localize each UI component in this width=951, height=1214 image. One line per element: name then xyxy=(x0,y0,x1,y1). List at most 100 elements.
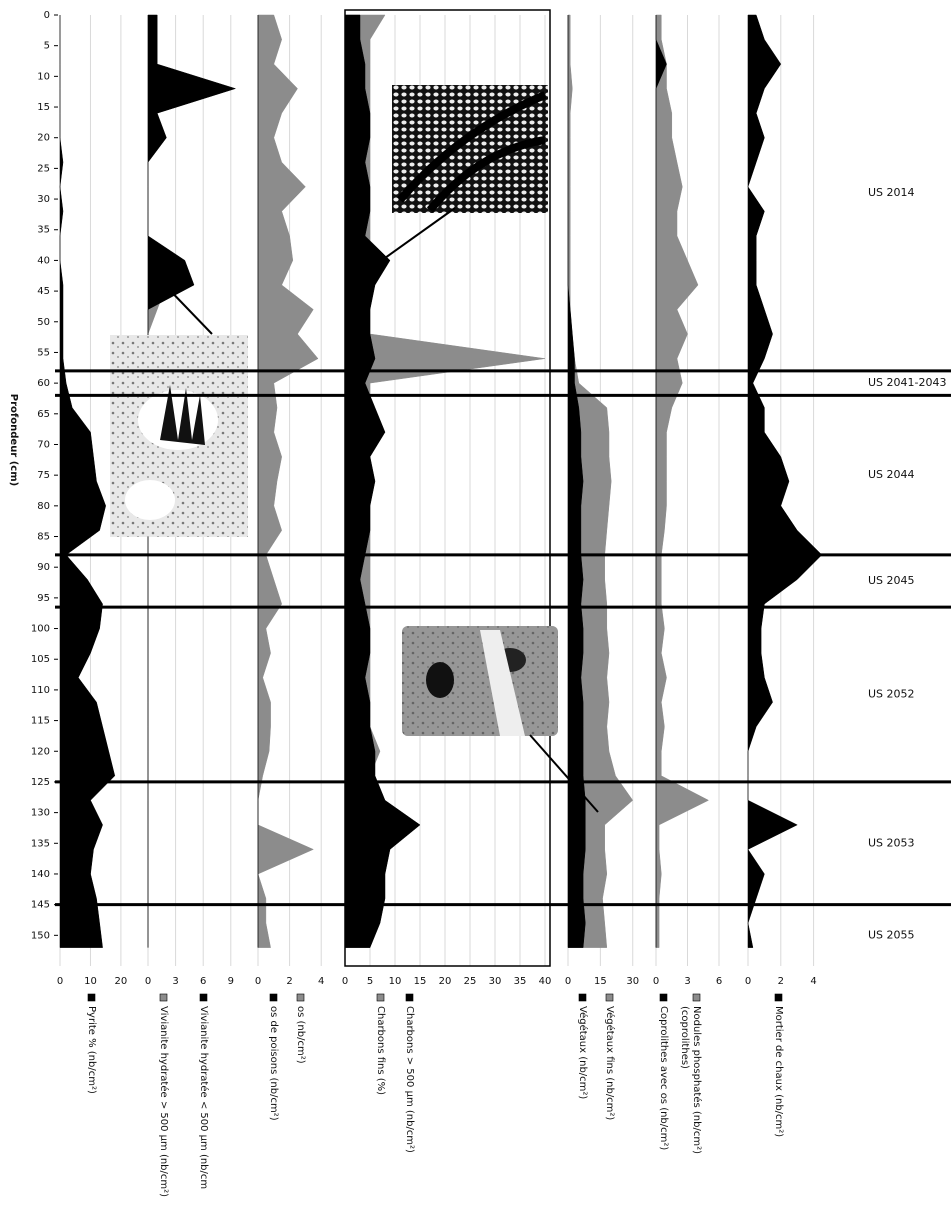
y-tick-label: 120 xyxy=(31,746,50,757)
x-tick-label: 25 xyxy=(464,976,477,987)
zone-label: US 2044 xyxy=(868,468,915,481)
legend-label: Mortier de chaux (nb/cm²) xyxy=(773,1006,784,1137)
y-tick-label: 150 xyxy=(31,930,50,941)
legend-label: Végétaux (nb/cm²) xyxy=(577,1006,589,1099)
x-tick-label: 2 xyxy=(286,976,292,987)
chart: Profondeur (cm) 051015202530354045505560… xyxy=(0,0,951,1214)
y-tick-label: 80 xyxy=(37,501,50,512)
legend-swatch xyxy=(297,994,304,1001)
legend-label: os (nb/cm²) xyxy=(295,1006,306,1064)
legend-swatch xyxy=(775,994,782,1001)
zone-label: US 2052 xyxy=(868,688,915,701)
y-tick-label: 90 xyxy=(37,562,50,573)
x-tick-label: 0 xyxy=(145,976,151,987)
legend-swatch xyxy=(160,994,167,1001)
legend-label: os de poisons (nb/cm²) xyxy=(268,1006,279,1121)
legend-label: Coprolithes avec os (nb/cm²) xyxy=(658,1006,669,1150)
y-tick-label: 0 xyxy=(44,10,50,21)
x-tick-label: 20 xyxy=(115,976,128,987)
area xyxy=(258,15,318,948)
area xyxy=(656,15,709,948)
x-tick-label: 4 xyxy=(318,976,324,987)
legend-label: Charbons > 500 µm (nb/cm²) xyxy=(404,1006,415,1153)
y-tick-label: 55 xyxy=(37,347,50,358)
y-tick-label: 135 xyxy=(31,838,50,849)
legend-label: Nodules phosphatés (nb/cm²) xyxy=(691,1006,703,1154)
y-tick-label: 75 xyxy=(37,470,50,481)
area xyxy=(748,15,822,948)
x-tick-label: 3 xyxy=(172,976,178,987)
y-tick-label: 140 xyxy=(31,869,50,880)
y-tick-label: 95 xyxy=(37,593,50,604)
y-tick-label: 35 xyxy=(37,225,50,236)
x-tick-label: 0 xyxy=(255,976,261,987)
y-tick-label: 130 xyxy=(31,808,50,819)
legend-label: Vivianite hydratée > 500 µm (nb/cm²) xyxy=(158,1006,170,1197)
x-tick-label: 10 xyxy=(389,976,402,987)
y-tick-label: 60 xyxy=(37,378,50,389)
y-tick-label: 85 xyxy=(37,532,50,543)
photo-vegetal xyxy=(402,626,558,736)
legend-note: (coprolithes) xyxy=(679,1006,690,1069)
y-tick-label: 105 xyxy=(31,654,50,665)
x-tick-label: 10 xyxy=(84,976,97,987)
x-tick-label: 6 xyxy=(200,976,206,987)
legend-label: Vivianite hydratée < 500 µm (nb/cm xyxy=(198,1006,210,1189)
zone-label: US 2045 xyxy=(868,574,915,587)
legend-label: Végétaux fins (nb/cm²) xyxy=(604,1006,616,1120)
y-tick-label: 20 xyxy=(37,133,50,144)
zone-label: US 2041-2043 xyxy=(868,376,947,389)
x-tick-label: 9 xyxy=(228,976,234,987)
y-tick-label: 110 xyxy=(31,685,50,696)
y-tick-label: 30 xyxy=(37,194,50,205)
x-tick-label: 0 xyxy=(653,976,659,987)
y-tick-label: 115 xyxy=(31,716,50,727)
y-tick-label: 100 xyxy=(31,624,50,635)
x-tick-label: 0 xyxy=(565,976,571,987)
legend-label: Charbons fins (%) xyxy=(375,1006,386,1095)
x-tick-label: 6 xyxy=(716,976,722,987)
y-tick-label: 40 xyxy=(37,255,50,266)
x-tick-label: 2 xyxy=(778,976,784,987)
zone-label: US 2055 xyxy=(868,928,915,941)
legend-swatch xyxy=(606,994,613,1001)
y-axis-label: Profondeur (cm) xyxy=(8,394,19,486)
x-tick-label: 3 xyxy=(684,976,690,987)
legend-swatch xyxy=(693,994,700,1001)
legend-swatch xyxy=(200,994,207,1001)
legend-swatch xyxy=(270,994,277,1001)
y-tick-label: 125 xyxy=(31,777,50,788)
y-tick-label: 50 xyxy=(37,317,50,328)
legend-label: Pyrite % (nb/cm²) xyxy=(86,1006,97,1094)
x-tick-label: 15 xyxy=(414,976,427,987)
area xyxy=(60,15,115,948)
y-tick-label: 5 xyxy=(44,41,50,52)
zone-label: US 2053 xyxy=(868,836,915,849)
x-tick-label: 0 xyxy=(745,976,751,987)
legend-swatch xyxy=(660,994,667,1001)
y-tick-label: 45 xyxy=(37,286,50,297)
x-tick-label: 30 xyxy=(489,976,502,987)
legend-swatch xyxy=(579,994,586,1001)
y-tick-label: 65 xyxy=(37,409,50,420)
legend-swatch xyxy=(88,994,95,1001)
x-tick-label: 20 xyxy=(439,976,452,987)
x-tick-label: 15 xyxy=(594,976,607,987)
y-tick-label: 70 xyxy=(37,439,50,450)
y-tick-label: 25 xyxy=(37,163,50,174)
y-tick-label: 15 xyxy=(37,102,50,113)
x-tick-label: 0 xyxy=(57,976,63,987)
x-tick-label: 0 xyxy=(342,976,348,987)
area xyxy=(568,15,585,948)
photo-vivianite xyxy=(110,335,248,537)
y-tick-label: 10 xyxy=(37,71,50,82)
x-tick-label: 4 xyxy=(810,976,816,987)
y-tick-label: 145 xyxy=(31,900,50,911)
zone-label: US 2014 xyxy=(868,186,915,199)
photo-charbon xyxy=(392,85,548,213)
x-tick-label: 40 xyxy=(539,976,552,987)
legend-swatch xyxy=(377,994,384,1001)
legend-swatch xyxy=(406,994,413,1001)
x-tick-label: 30 xyxy=(626,976,639,987)
x-tick-label: 35 xyxy=(514,976,527,987)
